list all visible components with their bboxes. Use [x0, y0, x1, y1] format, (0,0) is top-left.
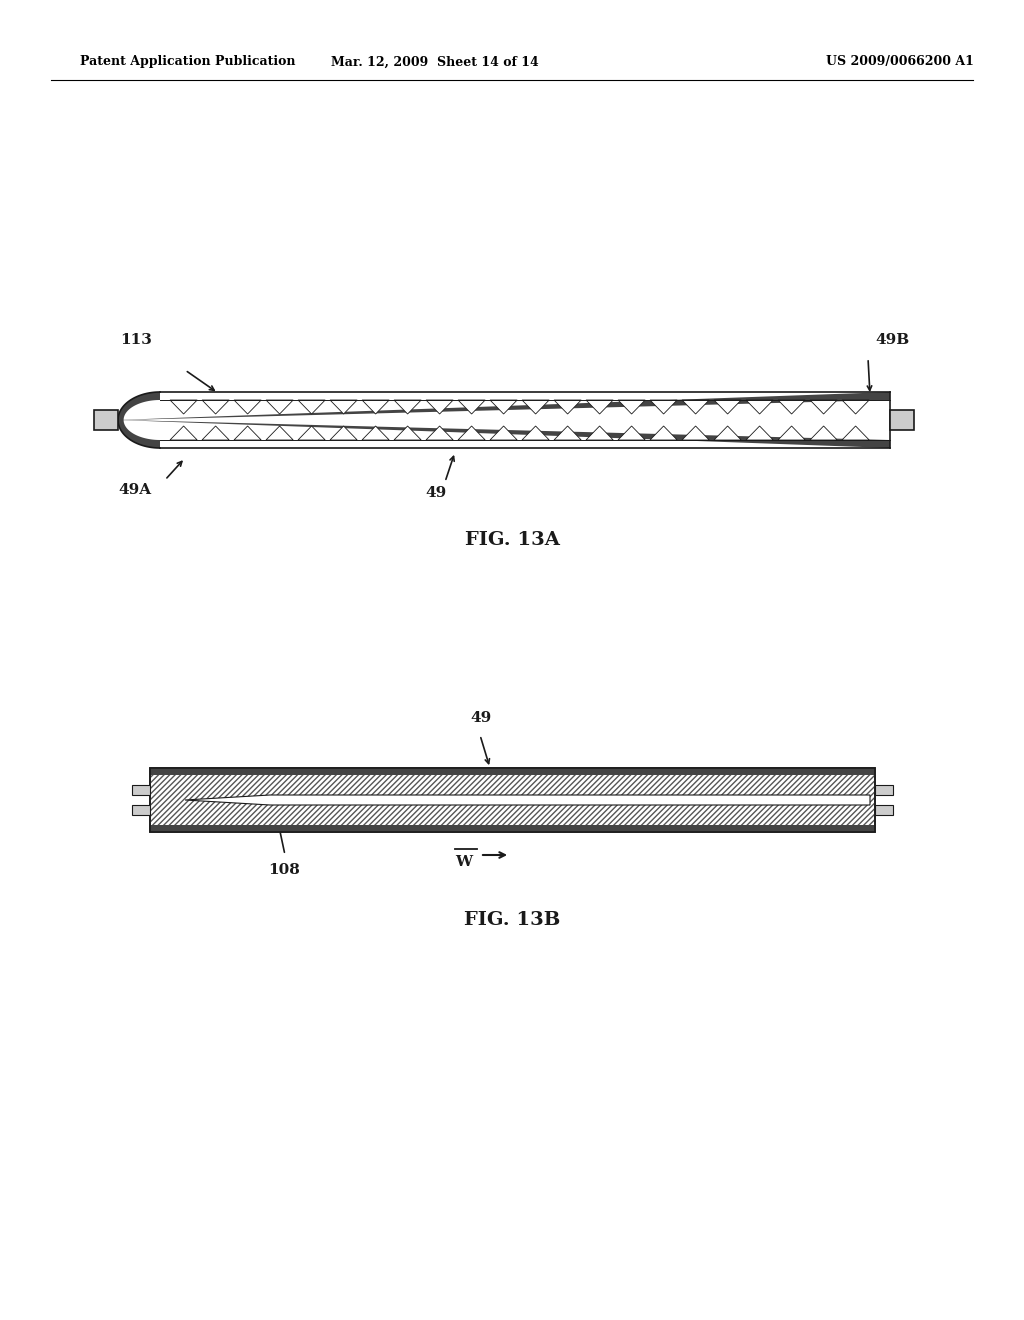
- Polygon shape: [618, 400, 645, 414]
- Polygon shape: [586, 400, 613, 414]
- Text: 49: 49: [425, 486, 446, 500]
- Polygon shape: [458, 426, 485, 440]
- Polygon shape: [618, 426, 645, 440]
- Bar: [150, 768, 874, 832]
- Text: US 2009/0066200 A1: US 2009/0066200 A1: [826, 55, 974, 69]
- Polygon shape: [298, 400, 326, 414]
- Text: Patent Application Publication: Patent Application Publication: [80, 55, 296, 69]
- Bar: [150, 768, 874, 832]
- Polygon shape: [298, 426, 326, 440]
- Polygon shape: [202, 400, 229, 414]
- Bar: [132, 805, 150, 814]
- Polygon shape: [185, 795, 870, 805]
- Polygon shape: [714, 426, 741, 440]
- Text: 108: 108: [268, 863, 300, 876]
- Text: FIG. 13B: FIG. 13B: [464, 911, 560, 929]
- Text: 49A: 49A: [118, 483, 152, 498]
- Polygon shape: [458, 400, 485, 414]
- Polygon shape: [170, 426, 198, 440]
- Text: FIG. 13A: FIG. 13A: [465, 531, 559, 549]
- Polygon shape: [842, 400, 869, 414]
- Bar: [150, 768, 874, 832]
- Bar: [94, 411, 118, 430]
- Bar: [150, 768, 874, 775]
- Polygon shape: [650, 400, 677, 414]
- Polygon shape: [682, 400, 710, 414]
- Polygon shape: [682, 426, 710, 440]
- Polygon shape: [842, 426, 869, 440]
- Polygon shape: [266, 426, 293, 440]
- Polygon shape: [170, 400, 198, 414]
- Polygon shape: [394, 426, 421, 440]
- Polygon shape: [118, 392, 890, 447]
- Bar: [132, 785, 150, 795]
- Polygon shape: [746, 426, 773, 440]
- Polygon shape: [522, 426, 549, 440]
- Polygon shape: [330, 426, 357, 440]
- Polygon shape: [362, 400, 389, 414]
- Polygon shape: [118, 392, 890, 447]
- Text: 49: 49: [470, 711, 492, 725]
- Polygon shape: [778, 426, 805, 440]
- Text: 49B: 49B: [874, 333, 909, 347]
- Polygon shape: [490, 426, 517, 440]
- Polygon shape: [778, 400, 805, 414]
- Bar: [890, 411, 914, 430]
- Polygon shape: [554, 426, 582, 440]
- Polygon shape: [810, 400, 838, 414]
- Polygon shape: [330, 400, 357, 414]
- Polygon shape: [586, 426, 613, 440]
- Polygon shape: [394, 400, 421, 414]
- Polygon shape: [554, 400, 582, 414]
- Polygon shape: [426, 400, 454, 414]
- Polygon shape: [234, 426, 261, 440]
- Polygon shape: [266, 400, 293, 414]
- Polygon shape: [362, 426, 389, 440]
- Polygon shape: [650, 426, 677, 440]
- Bar: [150, 825, 874, 832]
- Polygon shape: [490, 400, 517, 414]
- Text: 113: 113: [120, 333, 152, 347]
- Polygon shape: [522, 400, 549, 414]
- Polygon shape: [426, 426, 454, 440]
- Bar: [874, 785, 893, 795]
- Polygon shape: [118, 392, 890, 447]
- Text: W: W: [455, 855, 472, 869]
- Bar: [874, 805, 893, 814]
- Polygon shape: [202, 426, 229, 440]
- Polygon shape: [714, 400, 741, 414]
- Polygon shape: [746, 400, 773, 414]
- Text: Mar. 12, 2009  Sheet 14 of 14: Mar. 12, 2009 Sheet 14 of 14: [331, 55, 539, 69]
- Polygon shape: [810, 426, 838, 440]
- Polygon shape: [234, 400, 261, 414]
